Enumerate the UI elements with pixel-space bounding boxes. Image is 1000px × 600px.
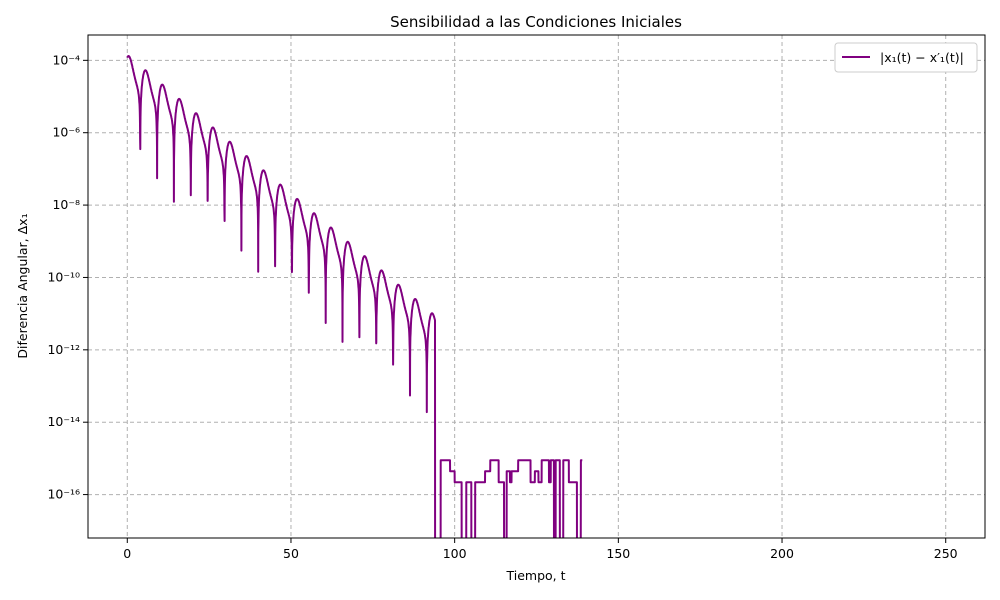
legend-label: |x₁(t) − x′₁(t)| (880, 50, 964, 65)
chart-title: Sensibilidad a las Condiciones Iniciales (390, 13, 682, 31)
x-tick-label: 150 (606, 546, 630, 561)
x-tick-label: 50 (283, 546, 299, 561)
legend-box (834, 42, 978, 73)
y-tick-label: 10⁻⁶ (52, 125, 80, 140)
y-tick-label: 10⁻¹⁰ (47, 269, 80, 284)
y-axis-label: Diferencia Angular, Δx₁ (15, 213, 30, 358)
y-axis-ticks: 10⁻⁴ 10⁻⁶ 10⁻⁸ 10⁻¹⁰ 10⁻¹² 10⁻¹⁴ 10⁻¹⁶ (47, 52, 88, 502)
series-line (126, 55, 584, 538)
x-tick-label: 100 (443, 546, 467, 561)
x-axis-label: Tiempo, t (505, 568, 565, 583)
legend: |x₁(t) − x′₁(t)| (834, 42, 978, 73)
y-tick-label: 10⁻⁸ (52, 197, 80, 212)
grid-lines (88, 35, 985, 538)
y-tick-label: 10⁻¹⁶ (47, 487, 80, 502)
y-tick-label: 10⁻⁴ (52, 52, 80, 67)
x-axis-ticks: 0 50 100 150 200 250 (123, 538, 958, 561)
x-tick-label: 0 (123, 546, 131, 561)
y-tick-label: 10⁻¹⁴ (47, 414, 80, 429)
x-tick-label: 200 (770, 546, 794, 561)
x-tick-label: 250 (934, 546, 958, 561)
plot-frame (87, 34, 986, 539)
y-tick-label: 10⁻¹² (47, 342, 80, 357)
